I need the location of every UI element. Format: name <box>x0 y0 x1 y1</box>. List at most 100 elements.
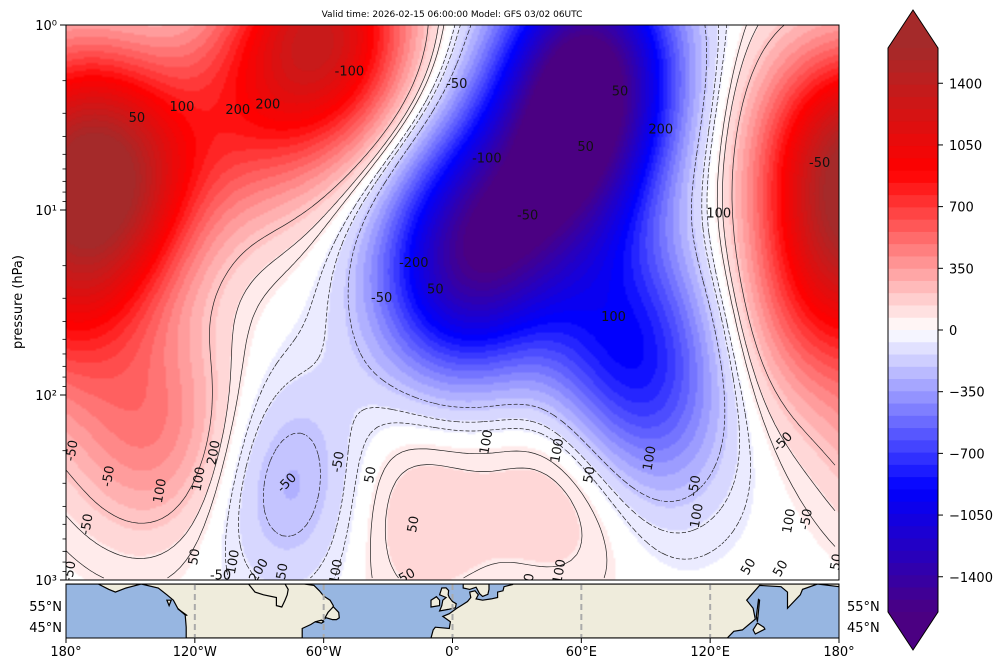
contour-label: 200 <box>225 103 250 118</box>
contour-label: 50 <box>581 465 599 484</box>
colorbar-segment <box>888 48 938 61</box>
contour-label: 100 <box>706 206 731 221</box>
x-tick-label: 180° <box>823 645 854 660</box>
colorbar-segment <box>888 256 938 270</box>
map-land <box>66 584 839 638</box>
contour-label: -100 <box>472 151 502 166</box>
contour-label: -50 <box>798 508 816 532</box>
contour-label: 100 <box>548 437 567 464</box>
map-landmass <box>194 584 289 608</box>
colorbar-segment <box>888 391 938 405</box>
colorbar-tick-label: −700 <box>949 447 985 462</box>
contour-label: -50 <box>210 568 231 583</box>
x-axis: 180° 120°W 60°W 0° 60°E 120°E 180° <box>50 638 855 660</box>
y-tick-label: 10³ <box>35 574 57 589</box>
colorbar-tick-label: −1050 <box>949 509 993 524</box>
contour-label: 100 <box>550 558 569 585</box>
contour-label: -50 <box>517 209 538 224</box>
contour-label: 100 <box>327 558 346 585</box>
map-lat-left-45: 45°N <box>29 621 62 636</box>
colorbar-segment <box>888 440 938 454</box>
contour-label: 50 <box>405 515 423 534</box>
field-heatmap <box>66 25 839 580</box>
colorbar-segment <box>888 599 938 613</box>
colorbar-segment <box>888 550 938 564</box>
colorbar-segment <box>888 587 938 601</box>
x-tick-label: 60°E <box>566 645 597 660</box>
colorbar-segment <box>888 342 938 356</box>
contour-label: 50 <box>828 553 846 572</box>
map-gridlines <box>193 584 712 638</box>
colorbar-segment <box>888 60 938 74</box>
contour-label: 100 <box>170 100 195 115</box>
colorbar-segment <box>888 330 938 343</box>
contour-label: 100 <box>780 508 799 535</box>
heatmap-raster <box>66 25 839 580</box>
x-tick-label: 60°W <box>306 645 342 660</box>
contour-label: 50 <box>612 84 629 99</box>
y-tick-label: 10¹ <box>35 204 57 219</box>
colorbar-segment <box>888 366 938 380</box>
contour-label: 100 <box>151 477 170 504</box>
map-landmass <box>755 598 761 622</box>
colorbar-segment <box>888 538 938 552</box>
contour-label: 100 <box>641 445 660 472</box>
colorbar-segment <box>888 354 938 368</box>
contour-label: 50 <box>362 465 380 484</box>
contour-label: 50 <box>738 556 759 578</box>
contour-line <box>225 25 751 579</box>
colorbar-extend-bottom <box>888 612 938 650</box>
colorbar-segment <box>888 72 938 86</box>
contour-label: 100 <box>224 549 243 576</box>
contour-line <box>66 25 836 579</box>
map-landmass <box>166 599 173 608</box>
contour-label: -50 <box>329 450 347 474</box>
x-tick-label: 120°W <box>173 645 217 660</box>
contour-label: 200 <box>255 97 280 112</box>
colorbar-segment <box>888 428 938 441</box>
colorbar-segment <box>888 84 938 98</box>
contour-label: 100 <box>477 429 496 456</box>
colorbar-tick-label: 0 <box>949 324 957 339</box>
colorbar-extend-top <box>888 10 938 48</box>
map-landmass <box>752 622 766 635</box>
colorbar-tick-label: 1050 <box>949 139 982 154</box>
colorbar-segment <box>888 464 938 478</box>
contour-label: -50 <box>100 465 118 489</box>
contour-label: 50 <box>577 140 594 155</box>
colorbar-segment <box>888 305 938 319</box>
chart-title: Valid time: 2026-02-15 06:00:00 Model: G… <box>322 10 583 20</box>
contour-label: -50 <box>78 513 96 537</box>
map-landmass <box>430 584 839 638</box>
contour-line <box>238 25 740 579</box>
contour-label: -50 <box>371 291 392 306</box>
colorbar-segment <box>888 403 938 417</box>
colorbar-segment <box>888 121 938 135</box>
colorbar-segment <box>888 146 938 159</box>
contour-label: 50 <box>274 562 292 581</box>
colorbar-tick-label: 700 <box>949 201 974 216</box>
colorbar-segment <box>888 575 938 589</box>
colorbar-segment <box>888 133 938 147</box>
colorbar-segment <box>888 379 938 392</box>
colorbar-segment <box>888 182 938 196</box>
x-tick-label: 0° <box>445 645 460 660</box>
x-tick-label: 120°E <box>690 645 730 660</box>
colorbar-segment <box>888 231 938 245</box>
colorbar-segment <box>888 268 938 282</box>
contour-label: -50 <box>61 560 79 584</box>
colorbar-segment <box>888 526 938 540</box>
map-landmass <box>66 584 334 638</box>
colorbar-segment <box>888 244 938 258</box>
colorbar-segment <box>888 452 938 466</box>
map-landmass <box>177 608 188 617</box>
contour-label: 200 <box>648 123 673 138</box>
contour-label: 50 <box>186 547 204 566</box>
y-axis: 10⁰ 10¹ 10² 10³ <box>35 19 66 589</box>
contour-label: 50 <box>427 282 444 297</box>
colorbar-segment <box>888 477 938 490</box>
colorbar-outline <box>887 9 939 651</box>
y-axis-label: pressure (hPa) <box>11 255 26 349</box>
contour-label: -50 <box>63 439 81 463</box>
colorbar-segment <box>888 317 938 331</box>
